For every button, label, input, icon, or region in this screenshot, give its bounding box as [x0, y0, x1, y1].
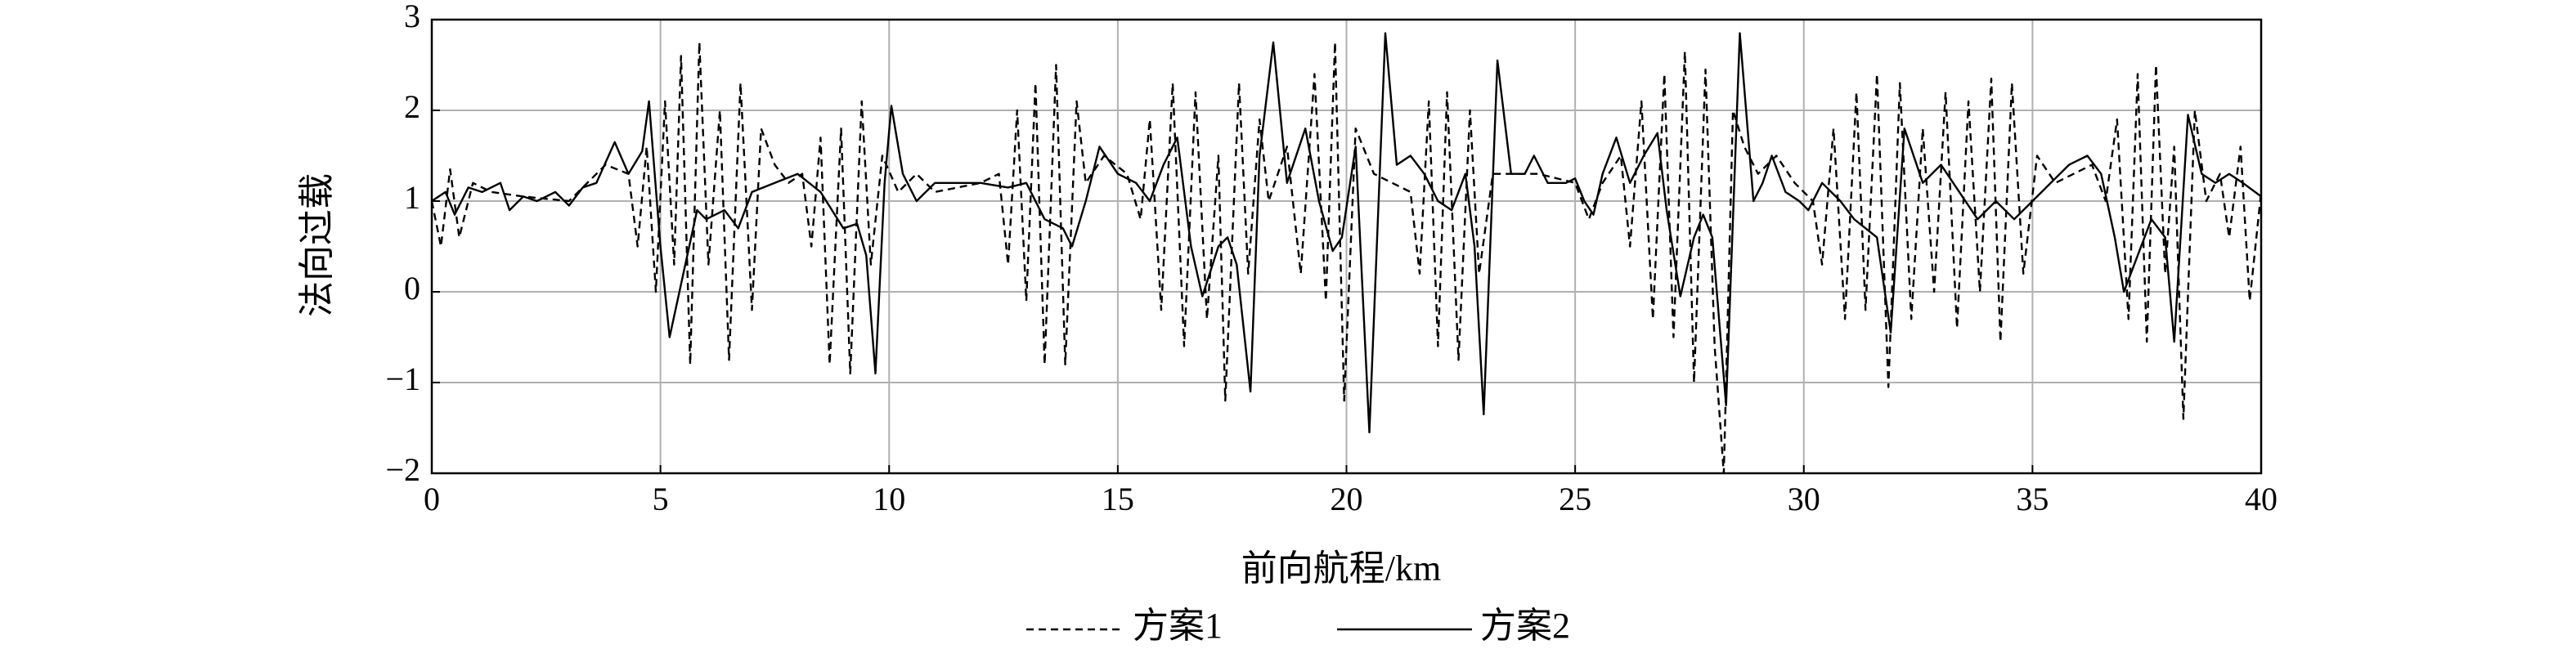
x-tick-label: 25 — [1559, 481, 1591, 517]
y-tick-label: −2 — [385, 451, 420, 488]
line-series — [430, 41, 2263, 475]
x-tick-label: 35 — [2016, 481, 2049, 517]
plot-frame — [430, 18, 2263, 475]
x-tick-label: 20 — [1331, 481, 1363, 517]
x-tick-label: 0 — [424, 481, 440, 517]
x-tick-label: 10 — [873, 481, 905, 517]
x-tick-label: 30 — [1788, 481, 1820, 517]
legend-label: 方案1 — [1133, 606, 1223, 646]
y-tick-label: 0 — [404, 270, 420, 307]
y-tick-label: 2 — [404, 88, 420, 125]
y-tick-label: 3 — [404, 0, 420, 34]
x-tick-label: 15 — [1102, 481, 1134, 517]
y-axis-label: 法向过载 — [297, 173, 337, 317]
legend-label: 方案2 — [1480, 606, 1570, 646]
line-series — [431, 32, 2262, 434]
x-axis-label: 前向航程/km — [1241, 548, 1441, 589]
x-tick-label: 40 — [2245, 481, 2278, 517]
y-tick-label: −1 — [385, 360, 420, 397]
y-tick-label: 1 — [404, 179, 420, 216]
x-tick-label: 5 — [653, 481, 669, 517]
